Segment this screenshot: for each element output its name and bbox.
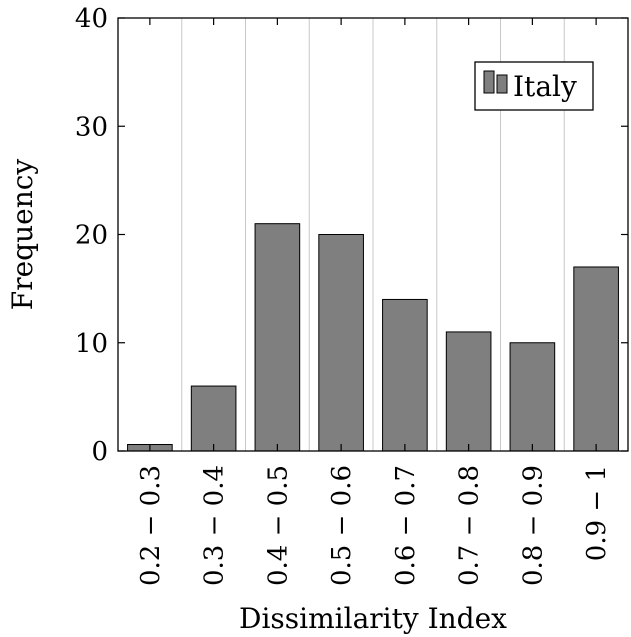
legend-entry-label: Italy xyxy=(513,70,577,103)
x-tick-label: 0.7 − 0.8 xyxy=(455,465,485,586)
x-axis: 0.2 − 0.3 0.3 − 0.4 0.4 − 0.5 0.5 − 0.6 0.6 … xyxy=(136,18,612,586)
y-axis-label: Frequency xyxy=(6,159,39,311)
x-tick-label: 0.9 − 1 xyxy=(582,465,612,561)
x-tick-label: 0.6 − 0.7 xyxy=(391,465,421,586)
y-tick-label: 10 xyxy=(75,329,108,359)
bar xyxy=(445,331,492,452)
legend-swatch xyxy=(483,70,495,94)
bar xyxy=(382,298,428,452)
bar xyxy=(190,385,237,452)
legend-swatch xyxy=(496,74,508,94)
x-tick-label: 0.4 − 0.5 xyxy=(263,465,293,586)
bar xyxy=(254,223,301,452)
x-tick-label: 0.3 − 0.4 xyxy=(200,465,230,586)
x-tick-label: 0.8 − 0.9 xyxy=(518,465,548,586)
legend: Italy xyxy=(474,61,594,111)
y-tick-label: 40 xyxy=(75,4,108,34)
x-tick-label: 0.5 − 0.6 xyxy=(327,465,357,586)
bar xyxy=(509,342,556,452)
x-axis-label: Dissimilarity Index xyxy=(239,602,507,635)
y-tick-label: 30 xyxy=(75,112,108,142)
y-tick-label: 20 xyxy=(75,221,108,251)
y-axis: 0 10 20 30 40 xyxy=(75,4,628,467)
y-tick-label: 0 xyxy=(91,437,108,467)
x-tick-label: 0.2 − 0.3 xyxy=(136,465,166,586)
bar xyxy=(573,266,619,452)
bars xyxy=(127,223,619,452)
legend-box xyxy=(474,61,594,111)
bar xyxy=(318,234,364,452)
